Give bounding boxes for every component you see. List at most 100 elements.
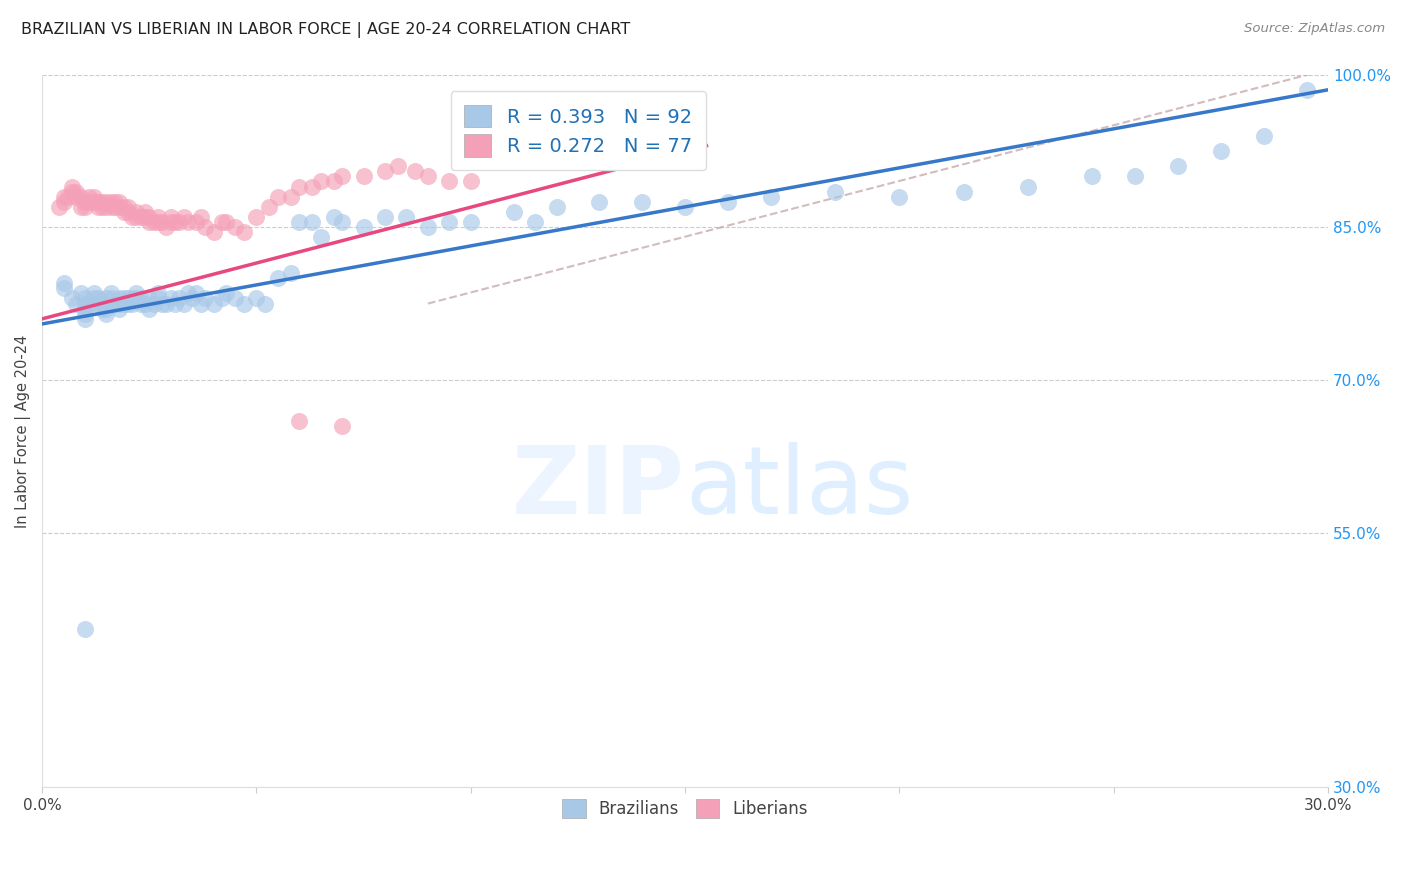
Point [125, 210, 148, 224]
Point [1081, 169, 1104, 184]
Point [48, 200, 70, 214]
Point [173, 296, 195, 310]
Point [125, 205, 148, 219]
Point [1253, 128, 1275, 143]
Point [309, 230, 332, 244]
Point [129, 292, 152, 306]
Point [1167, 159, 1189, 173]
Point [146, 292, 169, 306]
Point [83, 286, 105, 301]
Point [194, 220, 217, 235]
Point [190, 210, 212, 224]
Point [253, 296, 276, 310]
Point [77, 296, 100, 310]
Point [117, 292, 139, 306]
Point [163, 296, 186, 310]
Point [73, 200, 96, 214]
Point [104, 200, 127, 214]
Point [91, 194, 114, 209]
Point [245, 292, 267, 306]
Text: Source: ZipAtlas.com: Source: ZipAtlas.com [1244, 22, 1385, 36]
Point [60, 179, 83, 194]
Point [112, 296, 135, 310]
Point [52, 190, 75, 204]
Point [108, 301, 131, 316]
Point [69, 200, 91, 214]
Point [280, 190, 302, 204]
Point [52, 281, 75, 295]
Point [232, 225, 254, 239]
Point [1017, 179, 1039, 194]
Point [112, 292, 135, 306]
Point [96, 194, 118, 209]
Point [69, 286, 91, 301]
Point [91, 296, 114, 310]
Point [125, 286, 148, 301]
Point [134, 210, 156, 224]
Point [112, 205, 135, 219]
Point [125, 292, 148, 306]
Point [330, 418, 353, 433]
Point [96, 301, 118, 316]
Point [173, 210, 195, 224]
Point [416, 169, 439, 184]
Point [280, 266, 302, 280]
Point [416, 220, 439, 235]
Point [952, 185, 974, 199]
Point [186, 215, 208, 229]
Point [211, 215, 233, 229]
Point [330, 215, 353, 229]
Point [159, 292, 181, 306]
Point [65, 185, 87, 199]
Point [129, 296, 152, 310]
Point [259, 200, 281, 214]
Point [588, 194, 610, 209]
Point [322, 174, 344, 188]
Point [121, 210, 143, 224]
Legend: Brazilians, Liberians: Brazilians, Liberians [555, 793, 814, 825]
Point [353, 220, 375, 235]
Point [56, 190, 79, 204]
Point [146, 210, 169, 224]
Point [155, 220, 177, 235]
Point [138, 292, 160, 306]
Point [73, 296, 96, 310]
Point [1295, 83, 1317, 97]
Point [52, 277, 75, 291]
Point [1209, 144, 1232, 158]
Point [100, 200, 122, 214]
Point [631, 194, 654, 209]
Point [112, 200, 135, 214]
Point [460, 215, 482, 229]
Point [65, 190, 87, 204]
Point [353, 169, 375, 184]
Point [267, 271, 290, 285]
Point [108, 296, 131, 310]
Point [524, 215, 547, 229]
Point [267, 190, 290, 204]
Point [215, 286, 238, 301]
Point [374, 164, 396, 178]
Point [87, 200, 110, 214]
Point [215, 215, 238, 229]
Point [155, 296, 177, 310]
Point [245, 210, 267, 224]
Point [439, 215, 461, 229]
Point [100, 286, 122, 301]
Text: BRAZILIAN VS LIBERIAN IN LABOR FORCE | AGE 20-24 CORRELATION CHART: BRAZILIAN VS LIBERIAN IN LABOR FORCE | A… [21, 22, 630, 38]
Point [673, 200, 696, 214]
Point [91, 301, 114, 316]
Point [288, 179, 311, 194]
Point [150, 296, 173, 310]
Point [439, 174, 461, 188]
Point [73, 292, 96, 306]
Point [96, 307, 118, 321]
Point [232, 296, 254, 310]
Point [73, 301, 96, 316]
Point [73, 307, 96, 321]
Point [330, 169, 353, 184]
Point [100, 194, 122, 209]
Point [104, 296, 127, 310]
Point [134, 296, 156, 310]
Point [301, 215, 323, 229]
